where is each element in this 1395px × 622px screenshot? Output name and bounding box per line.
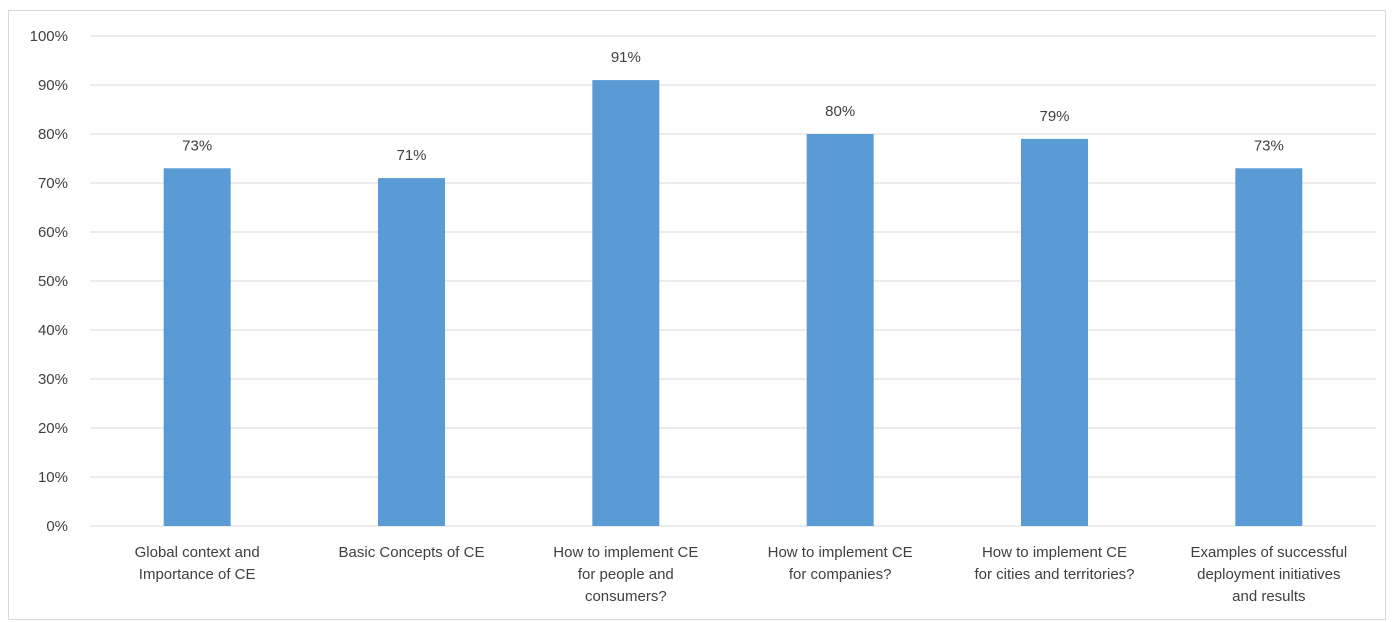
x-category-label: How to implement CE for companies? bbox=[768, 544, 913, 583]
y-tick-label: 20% bbox=[38, 420, 68, 437]
x-category-label: How to implement CE for cities and territ… bbox=[974, 544, 1134, 583]
chart-area bbox=[8, 10, 1386, 620]
bar bbox=[806, 134, 874, 526]
bar bbox=[592, 80, 660, 526]
x-category-label-line: for people and bbox=[578, 566, 674, 583]
x-category-label-line: Importance of CE bbox=[139, 566, 256, 583]
data-label: 71% bbox=[396, 147, 426, 164]
y-tick-label: 40% bbox=[38, 322, 68, 339]
x-category-label-line: and results bbox=[1232, 588, 1305, 605]
data-label: 73% bbox=[1254, 137, 1284, 154]
data-label: 80% bbox=[825, 103, 855, 120]
x-category-label: Examples of successful deployment initiat… bbox=[1190, 544, 1347, 605]
x-category-label-line: deployment initiatives bbox=[1197, 566, 1340, 583]
bar bbox=[163, 168, 231, 527]
y-tick-label: 10% bbox=[38, 469, 68, 486]
x-category-label-line: How to implement CE bbox=[982, 544, 1127, 561]
x-category-label-line: for cities and territories? bbox=[974, 566, 1134, 583]
bar bbox=[1021, 138, 1088, 526]
x-category-label-line: How to implement CE bbox=[553, 544, 698, 561]
x-category-label-line: Global context and bbox=[135, 544, 260, 561]
x-category-label: How to implement CE for people and consume… bbox=[553, 544, 698, 605]
bar bbox=[378, 178, 445, 526]
y-tick-label: 80% bbox=[38, 126, 68, 143]
x-category-label-line: Basic Concepts of CE bbox=[339, 544, 485, 561]
x-category-label-line: consumers? bbox=[585, 588, 667, 605]
x-category-label: Basic Concepts of CE bbox=[339, 544, 485, 561]
x-category-label-line: Examples of successful bbox=[1190, 544, 1347, 561]
bar bbox=[1235, 168, 1303, 527]
y-tick-label: 60% bbox=[38, 224, 68, 241]
x-category-label-line: for companies? bbox=[789, 566, 892, 583]
y-tick-label: 50% bbox=[38, 273, 68, 290]
data-label: 73% bbox=[182, 137, 212, 154]
y-tick-label: 100% bbox=[30, 28, 68, 45]
data-label: 79% bbox=[1039, 108, 1069, 125]
y-tick-label: 70% bbox=[38, 175, 68, 192]
y-tick-label: 30% bbox=[38, 371, 68, 388]
y-tick-label: 90% bbox=[38, 77, 68, 94]
y-tick-label: 0% bbox=[46, 518, 68, 535]
data-label: 91% bbox=[611, 49, 641, 66]
x-category-label: Global context and Importance of CE bbox=[135, 544, 260, 583]
x-category-label-line: How to implement CE bbox=[768, 544, 913, 561]
